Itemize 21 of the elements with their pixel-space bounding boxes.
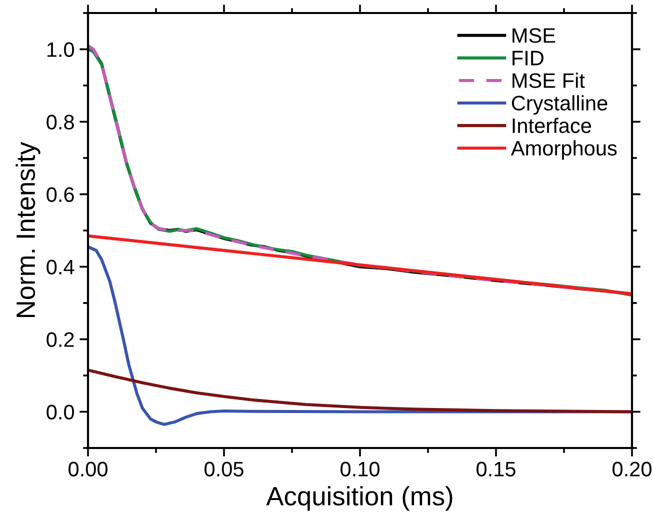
legend-label: Amorphous — [510, 140, 617, 160]
legend-label: MSE — [512, 28, 556, 43]
y-tick-label: 0.4 — [46, 260, 74, 275]
legend-label: FID — [512, 50, 544, 66]
x-tick-label: 0.05 — [204, 462, 244, 476]
x-tick-label: 0.00 — [68, 462, 108, 476]
legend-label: Crystalline — [512, 95, 608, 115]
y-tick-label: 0.0 — [46, 404, 74, 420]
y-axis-title: Norm. Intensity — [16, 142, 40, 318]
y-tick-label: 0.8 — [46, 114, 74, 130]
legend-label: MSE Fit — [512, 72, 585, 88]
x-tick-label: 0.15 — [476, 462, 516, 476]
legend-label: Interface — [512, 118, 592, 134]
y-tick-label: 1.0 — [47, 42, 74, 58]
y-tick-label: 0.2 — [46, 332, 74, 348]
x-axis-title: Acquisition (ms) — [266, 486, 452, 511]
y-tick-label: 0.6 — [46, 187, 74, 202]
x-tick-label: 0.20 — [612, 462, 652, 476]
x-tick-label: 0.10 — [340, 462, 380, 476]
line-series — [88, 368, 632, 414]
line-series — [88, 234, 632, 296]
